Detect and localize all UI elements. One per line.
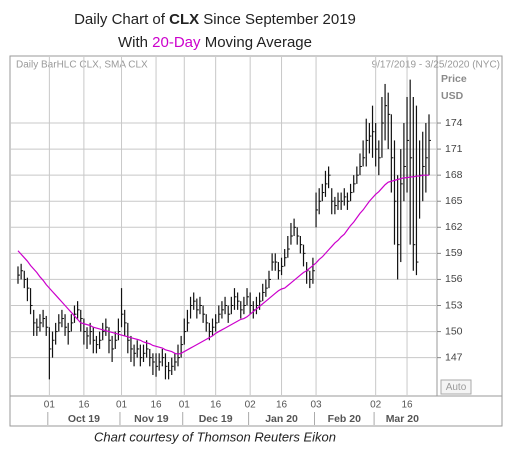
x-tick-label: 16: [150, 400, 162, 411]
chart-title: Daily Chart of CLX Since September 2019: [74, 11, 356, 28]
subtitle-part: With: [118, 34, 148, 51]
x-tick-label: 01: [116, 400, 128, 411]
chart-frame: [9, 55, 503, 427]
y-tick-label: 165: [445, 195, 463, 207]
footer: Chart courtesy of Thomson Reuters Eikon: [94, 429, 336, 444]
subtitle-part: Moving Average: [205, 34, 312, 51]
chart-subtitle: With 20-Day Moving Average: [118, 34, 312, 51]
month-label: Mar 20: [386, 413, 419, 425]
x-tick-label: 16: [276, 400, 288, 411]
subtitle-highlight: 20-Day: [152, 34, 201, 51]
y-tick-label: 171: [445, 143, 463, 155]
month-label: Feb 20: [328, 413, 361, 425]
y-tick-label: 162: [445, 221, 463, 233]
y-tick-label: 159: [445, 247, 463, 259]
y-tick-label: 147: [445, 351, 463, 363]
axis-label: USD: [441, 90, 464, 102]
title-ticker: CLX: [169, 11, 199, 28]
month-label: Jan 20: [265, 413, 298, 425]
x-tick-label: 01: [179, 400, 191, 411]
scale-button[interactable]: [440, 379, 472, 395]
month-label: Oct 19: [68, 413, 100, 425]
axis-label: Price: [441, 73, 467, 85]
scale-button-label[interactable]: Auto: [446, 382, 467, 393]
header-left: Daily BarHLC CLX, SMA CLX: [16, 60, 148, 71]
x-tick-label: 03: [310, 400, 322, 411]
x-tick-label: 02: [370, 400, 382, 411]
y-tick-label: 150: [445, 325, 463, 337]
moving-average-line: [17, 174, 429, 355]
month-label: Dec 19: [199, 413, 233, 425]
x-tick-label: 02: [245, 400, 257, 411]
y-tick-label: 168: [445, 169, 463, 181]
month-label: Nov 19: [134, 413, 169, 425]
title-part: Daily Chart of: [74, 11, 166, 28]
y-tick-label: 174: [445, 117, 463, 129]
x-tick-label: 01: [44, 400, 56, 411]
title-part: Since September 2019: [203, 11, 356, 28]
x-tick-label: 16: [401, 400, 413, 411]
y-tick-label: 156: [445, 273, 463, 285]
y-tick-label: 153: [445, 299, 463, 311]
x-tick-label: 16: [78, 400, 90, 411]
header-right: 9/17/2019 - 3/25/2020 (NYC): [372, 60, 500, 71]
x-tick-label: 16: [210, 400, 222, 411]
